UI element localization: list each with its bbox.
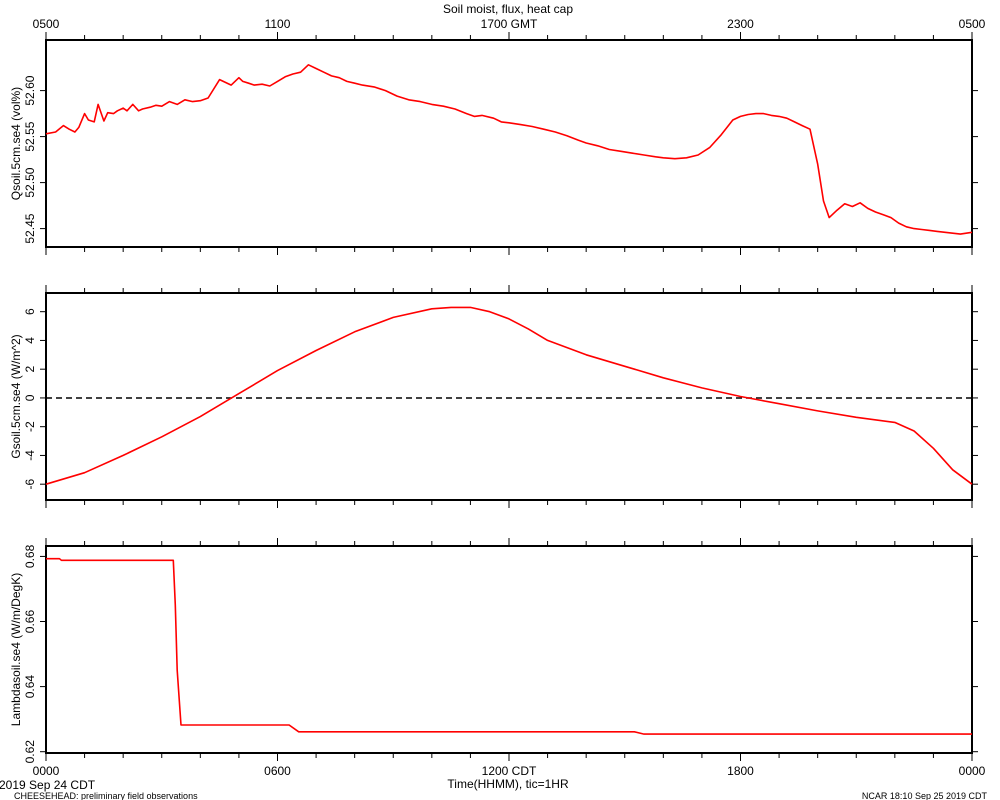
y-axis-label: Gsoil.5cm.se4 (W/m^2) <box>9 334 23 458</box>
gmt-time-axis: 0500 1100 1700 GMT 2300 0500 <box>33 17 986 31</box>
gmt-tick-label: 2300 <box>727 17 754 31</box>
series-line <box>45 64 973 235</box>
gmt-tick-label: 1700 GMT <box>481 17 538 31</box>
y-tick-label: 52.50 <box>23 167 37 197</box>
gmt-tick-label: 0500 <box>959 17 986 31</box>
plot-frame <box>45 39 973 248</box>
cdt-tick-label: 0000 <box>33 764 60 778</box>
cdt-tick-label: 0000 <box>959 764 986 778</box>
y-tick-label: -6 <box>23 479 37 490</box>
y-tick-label: 52.45 <box>23 213 37 243</box>
y-tick-label: 0.66 <box>23 610 37 634</box>
series-line <box>46 557 972 735</box>
cdt-tick-label: 0600 <box>264 764 291 778</box>
date-label: 2019 Sep 24 CDT <box>0 778 96 792</box>
y-tick-label: 2 <box>23 366 37 373</box>
stamp-label: NCAR 18:10 Sep 25 2019 CDT <box>862 791 988 800</box>
x-axis-label: Time(HHMM), tic=1HR <box>447 777 569 791</box>
y-tick-label: 4 <box>23 337 37 344</box>
y-tick-label: 0.68 <box>23 544 37 568</box>
cdt-time-axis: 0000 0600 1200 CDT 1800 0000 <box>33 764 986 778</box>
y-tick-label: 0.62 <box>23 740 37 764</box>
gmt-tick-label: 1100 <box>265 17 291 31</box>
y-tick-label: -4 <box>23 450 37 461</box>
y-tick-label: 6 <box>23 308 37 315</box>
cdt-tick-label: 1200 CDT <box>482 764 537 778</box>
soil-heat-flux-panel: -6 -4 -2 0 2 4 6 Gsoil.5cm.se4 (W/m^2) <box>9 285 978 508</box>
cdt-tick-label: 1800 <box>727 764 754 778</box>
y-axis-label: Qsoil.5cm.se4 (vol%) <box>9 87 23 200</box>
y-axis-label: Lambdasoil.se4 (W/m/DegK) <box>9 573 23 726</box>
y-tick-label: -2 <box>23 421 37 432</box>
project-label: CHEESEHEAD: preliminary field observatio… <box>14 791 198 800</box>
gmt-tick-label: 0500 <box>33 17 60 31</box>
plot-frame <box>45 292 973 501</box>
plot-frame <box>45 545 973 754</box>
y-tick-label: 52.55 <box>23 121 37 151</box>
y-tick-label: 0 <box>23 394 37 401</box>
chart-title: Soil moist, flux, heat cap <box>443 2 573 16</box>
series-line <box>45 306 973 485</box>
y-tick-label: 52.60 <box>23 75 37 105</box>
y-tick-label: 0.64 <box>23 675 37 699</box>
